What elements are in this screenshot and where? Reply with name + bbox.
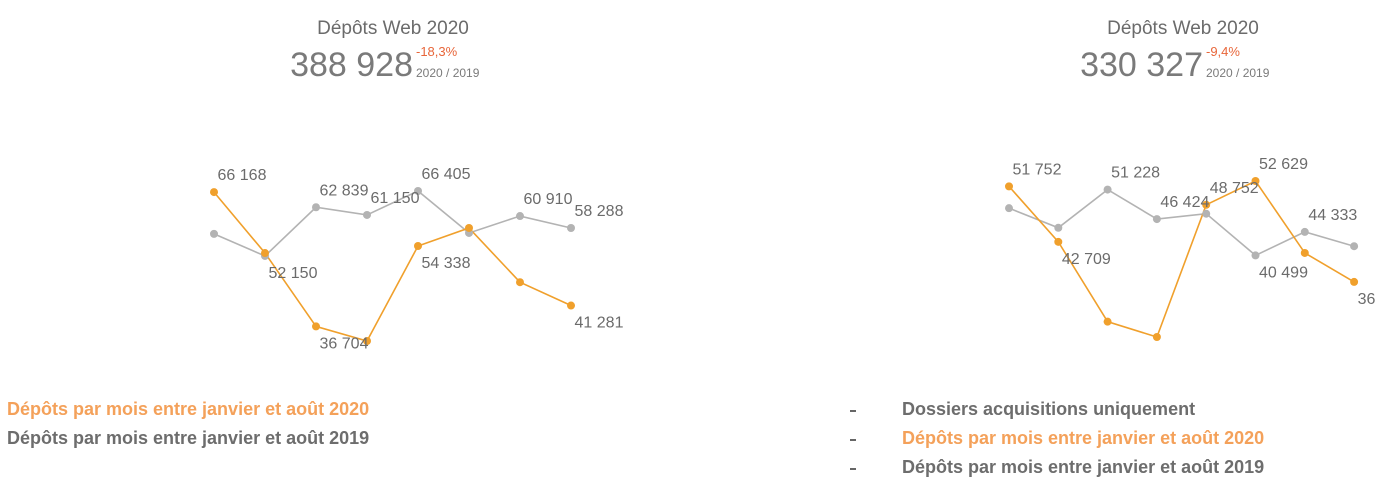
data-point [567,224,575,233]
data-label: 66 168 [218,167,267,184]
series-line [1008,188,1355,257]
kpi-title: Dépôts Web 2020 [317,18,469,39]
data-point [516,212,524,221]
data-label: 62 839 [320,182,369,199]
legend-item: Dépôts par mois entre janvier et août 20… [7,428,369,448]
data-label: 51 228 [1111,165,1160,182]
data-label: 61 150 [371,190,420,207]
data-point [261,249,269,258]
data-point [1251,251,1260,260]
legend-item: Dépôts par mois entre janvier et août 20… [902,457,1264,477]
data-label: 36 704 [320,335,369,352]
data-label: 46 424 [1160,194,1209,211]
data-label: 52 629 [1259,156,1308,173]
data-point [1005,182,1013,191]
data-point [1251,177,1260,185]
data-point [1103,185,1112,194]
data-point [1350,242,1359,251]
data-point [414,242,422,251]
data-point [363,337,371,345]
kpi-value: 388 928 [290,46,413,84]
data-label: 58 288 [575,203,624,220]
data-label: 66 405 [422,166,471,183]
legend-item: Dépôts par mois entre janvier et août 20… [7,399,369,419]
data-point [516,278,524,287]
data-point [312,203,320,212]
data-label: 48 752 [1210,180,1259,197]
data-point [1202,200,1211,209]
series-line [213,191,572,342]
data-point [1152,333,1161,341]
series-line [213,190,572,257]
legend-item: Dépôts par mois entre janvier et août 20… [902,428,1264,448]
data-label: 51 752 [1013,161,1062,178]
data-point [567,301,575,310]
kpi-compare: 2020 / 2019 [1206,66,1270,80]
data-point [312,322,320,331]
data-point [1300,227,1309,236]
kpi-change: -9,4% [1206,44,1240,59]
data-label: 41 281 [575,315,624,332]
data-point [210,229,218,238]
kpi-value: 330 327 [1080,46,1203,84]
data-point [1005,204,1013,213]
data-label: 40 499 [1259,264,1308,281]
data-label: 54 338 [422,255,471,272]
kpi-change: -18,3% [416,44,458,59]
data-label: 52 150 [269,265,318,282]
data-point [1103,317,1112,326]
series-line [1008,179,1355,338]
kpi-compare: 2020 / 2019 [416,66,480,80]
data-label: 42 709 [1062,251,1111,268]
data-point [1300,248,1309,257]
legend-item: Dossiers acquisitions uniquement [902,399,1195,419]
data-label: 60 910 [524,191,573,208]
data-point [1202,209,1211,218]
data-point [363,210,371,219]
data-label: 44 333 [1308,207,1357,224]
data-point [210,188,218,197]
data-point [1054,223,1063,232]
data-point [414,187,422,195]
data-point [1350,277,1359,286]
data-label: 36 182 [1358,291,1375,308]
data-point [1152,215,1161,224]
data-point [1054,237,1063,246]
kpi-title: Dépôts Web 2020 [1107,18,1259,39]
data-point [465,223,473,232]
